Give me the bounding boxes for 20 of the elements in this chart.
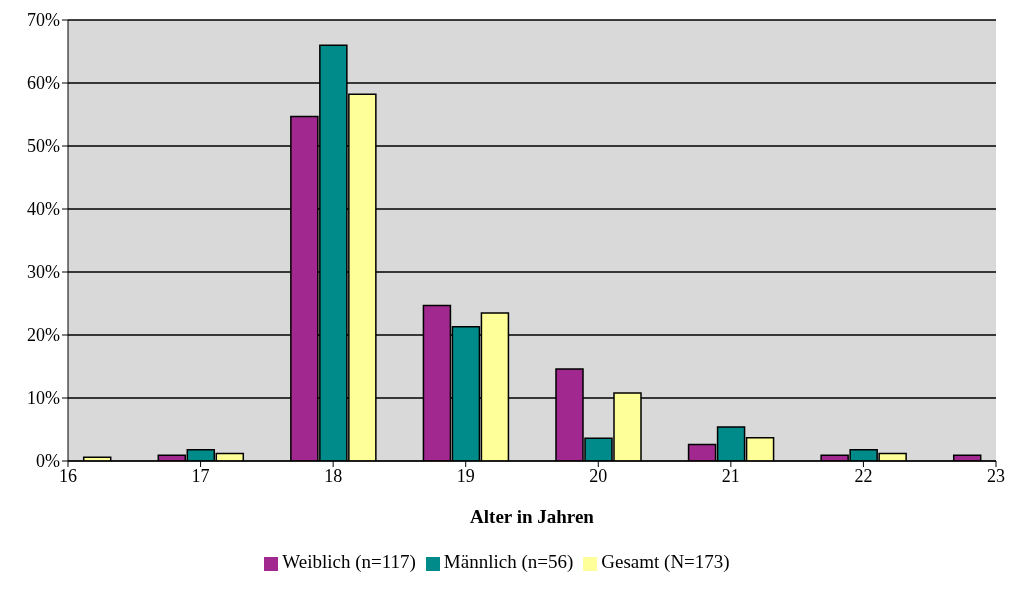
x-tick-label: 22 [854,465,873,486]
legend-label: Gesamt (N=173) [601,551,730,572]
x-tick-label: 18 [324,465,343,486]
y-tick-label: 70% [27,10,60,31]
x-tick-label: 16 [59,465,77,486]
legend-label: Weiblich (n=117) [282,551,416,572]
y-tick-label: 20% [27,325,60,346]
x-tick-label: 20 [589,465,608,486]
y-tick-label: 0% [36,451,60,472]
x-tick-label: 21 [721,465,740,486]
x-axis-title: Alter in Jahren [470,506,595,527]
y-tick-label: 30% [27,262,60,283]
x-tick-label: 23 [987,465,1005,486]
y-tick-label: 40% [27,199,60,220]
x-tick-label: 19 [456,465,475,486]
x-tick-label: 17 [191,465,210,486]
y-tick-label: 50% [27,136,60,157]
legend-label: Männlich (n=56) [443,551,574,572]
y-tick-label: 10% [27,388,60,409]
y-tick-label: 60% [27,73,60,94]
